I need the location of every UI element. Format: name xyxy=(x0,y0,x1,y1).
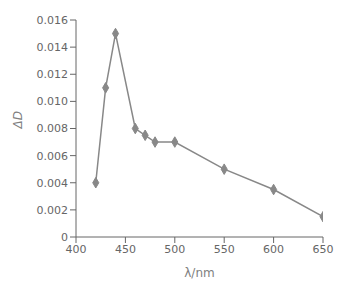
svg-text:400: 400 xyxy=(66,243,87,256)
svg-text:λ/nm: λ/nm xyxy=(184,266,214,280)
svg-text:600: 600 xyxy=(263,243,284,256)
svg-text:650: 650 xyxy=(313,243,334,256)
svg-text:550: 550 xyxy=(214,243,235,256)
svg-text:500: 500 xyxy=(164,243,185,256)
svg-text:0.008: 0.008 xyxy=(37,122,69,135)
svg-text:0: 0 xyxy=(61,231,68,244)
svg-text:ΔD: ΔD xyxy=(11,111,25,129)
svg-text:0.006: 0.006 xyxy=(37,150,69,163)
svg-text:0.004: 0.004 xyxy=(37,177,69,190)
svg-text:0.002: 0.002 xyxy=(37,204,69,217)
svg-text:0.014: 0.014 xyxy=(37,41,69,54)
svg-text:0.012: 0.012 xyxy=(37,68,69,81)
svg-text:0.010: 0.010 xyxy=(37,95,69,108)
svg-text:450: 450 xyxy=(115,243,136,256)
svg-text:0.016: 0.016 xyxy=(37,14,69,27)
